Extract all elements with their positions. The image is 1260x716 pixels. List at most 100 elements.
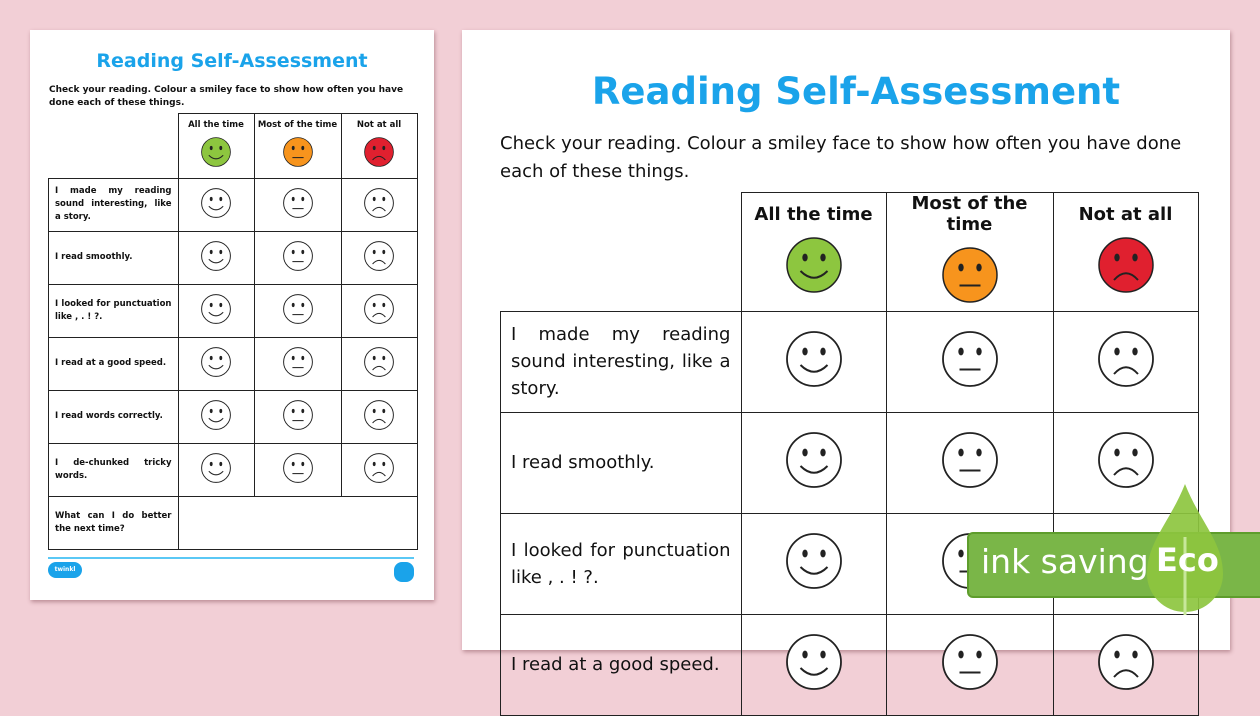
neutral-face-icon[interactable] [940,329,1000,389]
footer-divider [48,557,414,559]
statement-label: I read smoothly. [500,411,742,514]
badge-logo [394,562,414,582]
column-header: Not at all [340,113,418,179]
instructions: Check your reading. Colour a smiley face… [49,85,404,108]
statement-label: I looked for punctuation like , . ! ?. [500,512,742,615]
face-cell[interactable] [340,177,418,232]
face-cell[interactable] [1052,310,1199,413]
empty-corner [48,113,179,179]
column-label: Not at all [1078,203,1173,225]
face-cell[interactable] [740,411,887,514]
column-header: Most of the time [885,192,1054,312]
neutral-face-icon[interactable] [282,399,314,431]
face-cell[interactable] [340,230,418,285]
statement-label: I read at a good speed. [48,336,179,391]
sad-face-icon[interactable] [363,240,395,272]
happy-face-icon[interactable] [784,632,844,692]
face-cell[interactable] [253,177,342,232]
neutral-face-icon[interactable] [282,187,314,219]
column-label: Most of the time [911,193,1028,236]
column-label: All the time [754,203,873,225]
sad-face-icon[interactable] [363,399,395,431]
column-header: Most of the time [253,113,342,179]
table-row: I looked for punctuation like , . ! ?. [48,283,418,338]
table-row: I read at a good speed. [48,336,418,391]
face-cell[interactable] [340,336,418,391]
sad-face-icon[interactable] [363,187,395,219]
happy-face-icon [201,137,231,168]
column-label: All the time [188,120,244,131]
instructions: Check your reading. Colour a smiley face… [500,133,1182,182]
table-row: I read smoothly. [500,411,1199,514]
sad-face-icon [364,137,394,168]
face-cell[interactable] [340,283,418,338]
sad-face-icon[interactable] [1096,329,1156,389]
statement-label: I looked for punctuation like , . ! ?. [48,283,179,338]
face-cell[interactable] [340,389,418,444]
face-cell[interactable] [740,310,887,413]
happy-face-icon [785,237,842,293]
face-cell[interactable] [253,336,342,391]
neutral-face-icon[interactable] [282,293,314,325]
sad-face-icon[interactable] [363,293,395,325]
column-header: Not at all [1052,192,1199,312]
sad-face-icon[interactable] [363,452,395,484]
neutral-face-icon [282,137,313,168]
statement-label: I de-chunked tricky words. [48,442,179,497]
table-row: I read smoothly. [48,230,418,285]
face-cell[interactable] [740,512,887,615]
happy-face-icon[interactable] [200,346,232,378]
neutral-face-icon[interactable] [940,430,1000,490]
face-cell[interactable] [177,442,255,497]
neutral-face-icon[interactable] [940,632,1000,692]
ink-saving-label: ink saving [981,542,1149,581]
face-cell[interactable] [740,613,887,716]
assessment-table: All the time Most of the time Not at all I … [500,192,1199,716]
statement-label: I read smoothly. [48,230,179,285]
happy-face-icon[interactable] [200,187,232,219]
face-cell[interactable] [1052,613,1199,716]
sad-face-icon [1097,237,1154,293]
column-header: All the time [740,192,887,312]
face-cell[interactable] [177,336,255,391]
table-row: I made my reading sound interesting, lik… [500,310,1199,413]
neutral-face-icon[interactable] [282,346,314,378]
statement-label: I read at a good speed. [500,613,742,716]
page-title: Reading Self-Assessment [96,50,368,72]
happy-face-icon[interactable] [784,329,844,389]
happy-face-icon[interactable] [784,430,844,490]
sad-face-icon[interactable] [363,346,395,378]
table-row: I de-chunked tricky words. [48,442,418,497]
empty-corner [500,192,742,312]
face-cell[interactable] [253,442,342,497]
sad-face-icon[interactable] [1096,632,1156,692]
happy-face-icon[interactable] [200,240,232,272]
happy-face-icon[interactable] [200,452,232,484]
eco-label: Eco [1156,541,1219,579]
reflection-answer-box[interactable] [177,495,418,550]
face-cell[interactable] [253,283,342,338]
sad-face-icon[interactable] [1096,430,1156,490]
leaf-icon [1147,484,1223,615]
reflection-prompt: What can I do better the next time? [48,495,179,550]
face-cell[interactable] [177,230,255,285]
column-header: All the time [177,113,255,179]
happy-face-icon[interactable] [784,531,844,591]
happy-face-icon[interactable] [200,293,232,325]
worksheet-thumbnail[interactable]: Reading Self-Assessment Check your readi… [30,30,434,600]
face-cell[interactable] [177,283,255,338]
happy-face-icon[interactable] [200,399,232,431]
face-cell[interactable] [885,411,1054,514]
face-cell[interactable] [885,613,1054,716]
face-cell[interactable] [340,442,418,497]
face-cell[interactable] [177,177,255,232]
table-row: I read at a good speed. [500,613,1199,716]
face-cell[interactable] [253,230,342,285]
face-cell[interactable] [885,310,1054,413]
face-cell[interactable] [1052,411,1199,514]
neutral-face-icon[interactable] [282,240,314,272]
face-cell[interactable] [177,389,255,444]
statement-label: I made my reading sound interesting, lik… [48,177,179,232]
neutral-face-icon[interactable] [282,452,314,484]
face-cell[interactable] [253,389,342,444]
